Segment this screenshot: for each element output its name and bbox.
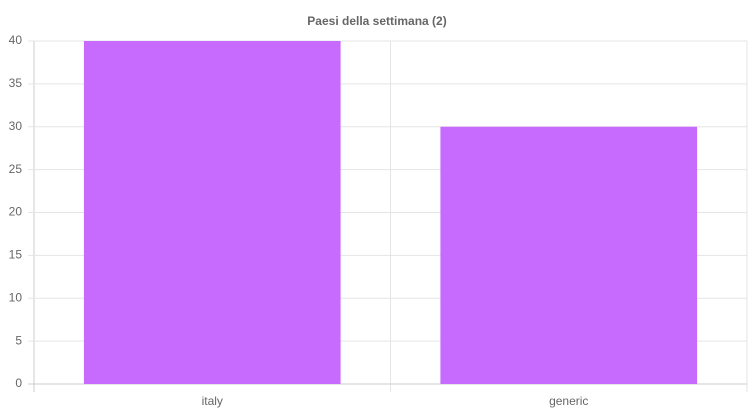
- y-tick-label: 40: [9, 33, 23, 47]
- y-tick-label: 20: [9, 205, 23, 219]
- y-tick-label: 0: [15, 376, 22, 390]
- y-tick-label: 15: [9, 248, 23, 262]
- y-tick-label: 35: [9, 76, 23, 90]
- bar: [83, 41, 341, 384]
- y-tick-label: 10: [9, 290, 23, 304]
- chart-title: Paesi della settimana (2): [307, 14, 446, 28]
- bar: [440, 126, 698, 384]
- y-tick-label: 25: [9, 162, 23, 176]
- x-tick-label: generic: [549, 394, 588, 408]
- x-tick-label: italy: [202, 394, 223, 408]
- y-tick-label: 30: [9, 119, 23, 133]
- y-tick-label: 5: [15, 333, 22, 347]
